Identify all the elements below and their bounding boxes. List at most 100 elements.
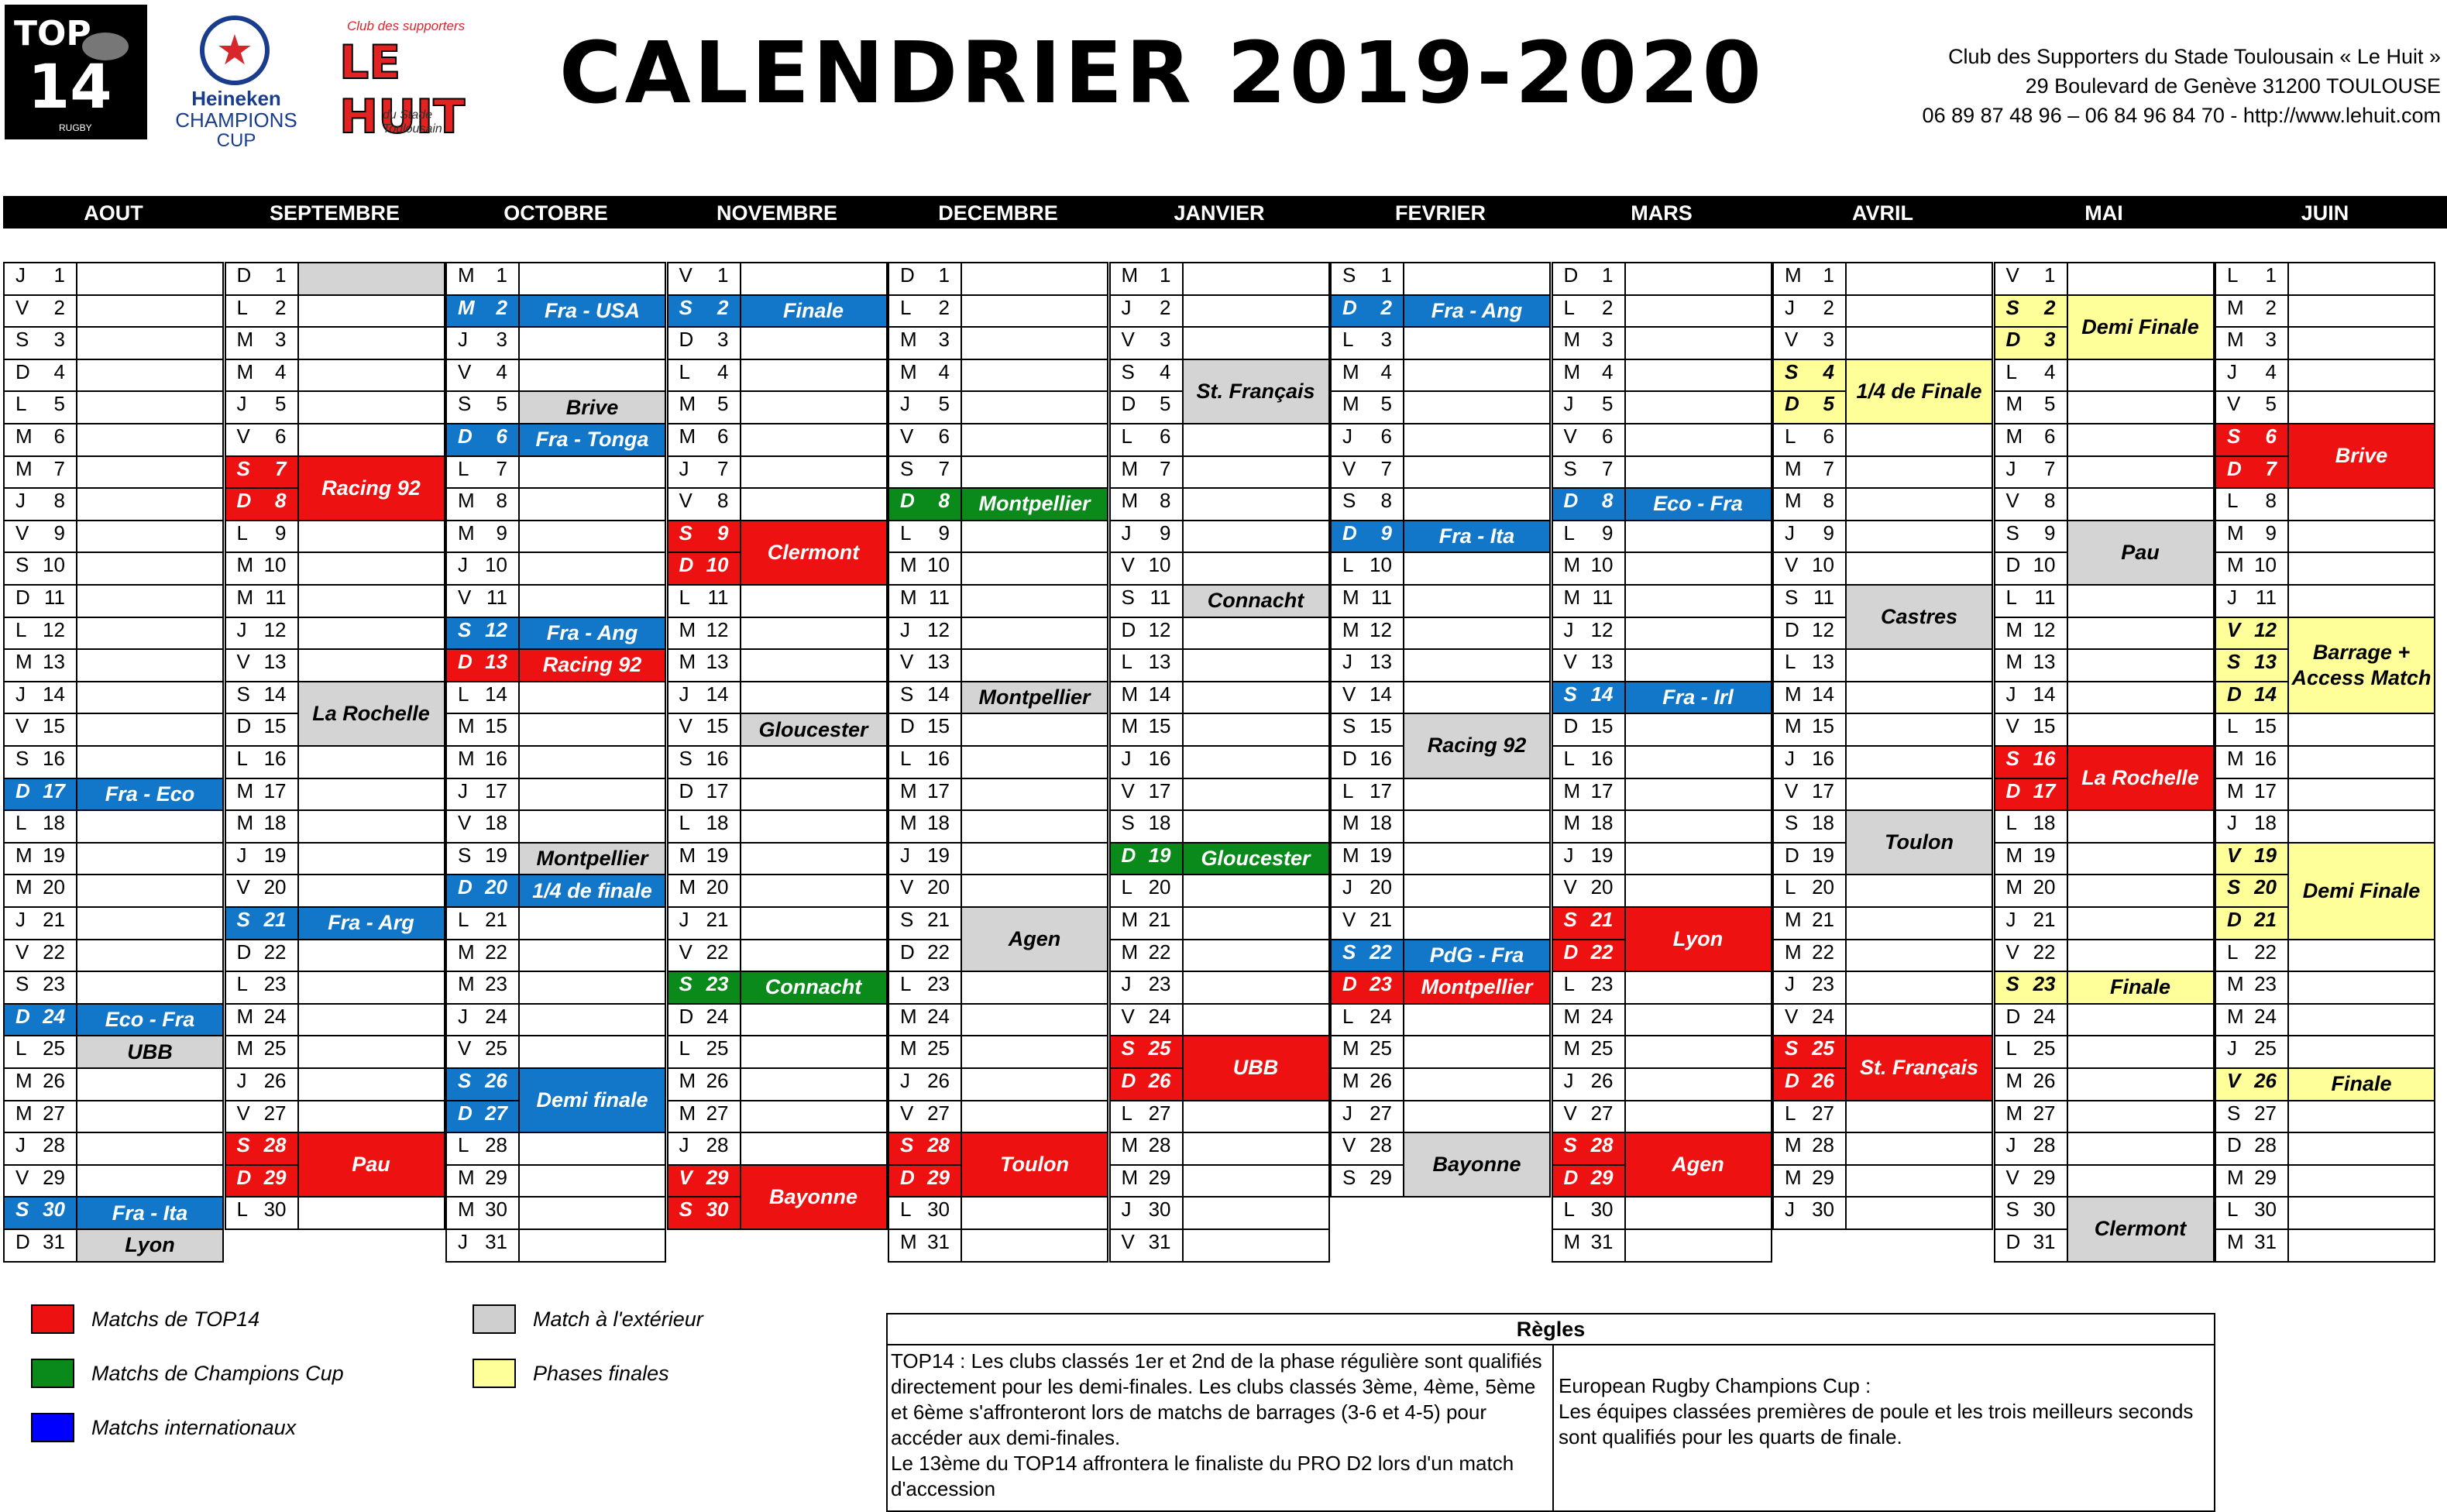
day-letter: S bbox=[15, 972, 29, 996]
event-cell-empty bbox=[518, 938, 666, 973]
event-cell-empty bbox=[961, 1067, 1108, 1101]
day-letter: J bbox=[15, 908, 26, 931]
day-cell: D 22 bbox=[1551, 938, 1626, 973]
day-number: 19 bbox=[1812, 843, 1834, 867]
day-letter: S bbox=[900, 456, 914, 480]
day-number: 24 bbox=[1370, 1004, 1392, 1028]
event-cell-empty bbox=[1624, 1196, 1772, 1230]
day-letter: S bbox=[1342, 940, 1356, 964]
legend-exterieur: Match à l'extérieur bbox=[473, 1304, 703, 1334]
day-cell: V 17 bbox=[1108, 777, 1184, 812]
day-number: 9 bbox=[1823, 521, 1834, 545]
day-number: 10 bbox=[43, 553, 65, 577]
day-cell: M 18 bbox=[1551, 809, 1626, 844]
day-letter: V bbox=[458, 586, 472, 609]
day-letter: M bbox=[1121, 263, 1139, 287]
day-letter: V bbox=[15, 521, 29, 545]
day-number: 29 bbox=[706, 1165, 729, 1189]
day-number: 5 bbox=[938, 392, 950, 416]
event-cell-empty bbox=[518, 519, 666, 554]
day-cell: V 22 bbox=[666, 938, 741, 973]
day-letter: S bbox=[2227, 1101, 2241, 1125]
event-cell-empty bbox=[2066, 487, 2215, 521]
event-cell-empty bbox=[297, 938, 445, 973]
day-number: 22 bbox=[43, 940, 65, 964]
day-number: 17 bbox=[485, 778, 507, 802]
day-letter: M bbox=[1563, 1036, 1581, 1060]
day-letter: J bbox=[1121, 521, 1132, 545]
match-event: Fra - USA bbox=[518, 294, 666, 328]
day-letter: M bbox=[2005, 843, 2023, 867]
day-cell: S 27 bbox=[2215, 1099, 2289, 1134]
day-number: 21 bbox=[1812, 908, 1834, 931]
day-number: 30 bbox=[43, 1198, 65, 1222]
day-letter: V bbox=[1785, 778, 1799, 802]
day-cell: V 29 bbox=[3, 1163, 77, 1198]
event-cell-empty bbox=[2287, 777, 2435, 812]
day-number: 30 bbox=[2254, 1198, 2277, 1222]
day-letter: S bbox=[458, 617, 472, 641]
day-letter: S bbox=[15, 1198, 29, 1222]
day-letter: M bbox=[458, 714, 475, 738]
event-cell-empty bbox=[297, 971, 445, 1005]
event-cell-empty bbox=[2287, 1228, 2435, 1263]
event-cell-empty bbox=[2287, 1196, 2435, 1230]
day-letter: S bbox=[1563, 456, 1577, 480]
event-cell-empty bbox=[1403, 874, 1551, 908]
day-cell: D 22 bbox=[224, 938, 299, 973]
day-cell: J 28 bbox=[1993, 1132, 2068, 1166]
match-event: 1/4 de Finale bbox=[1845, 358, 1993, 424]
day-number: 16 bbox=[1812, 747, 1834, 770]
day-cell: S 14 bbox=[224, 680, 299, 715]
day-cell: M 27 bbox=[666, 1099, 741, 1134]
day-letter: J bbox=[2227, 811, 2237, 835]
day-letter: V bbox=[15, 940, 29, 964]
day-letter: S bbox=[2005, 1198, 2019, 1222]
day-number: 14 bbox=[1590, 682, 1614, 706]
day-cell: M 24 bbox=[2215, 1002, 2289, 1037]
day-cell: M 10 bbox=[224, 552, 299, 586]
day-number: 28 bbox=[927, 1133, 950, 1157]
day-number: 20 bbox=[2254, 875, 2277, 899]
match-event: Fra - Ita bbox=[76, 1196, 224, 1230]
day-number: 14 bbox=[1812, 682, 1834, 706]
day-cell: V 28 bbox=[1330, 1132, 1404, 1166]
day-number: 16 bbox=[2254, 747, 2277, 770]
day-number: 3 bbox=[1823, 328, 1834, 352]
day-letter: S bbox=[900, 908, 914, 931]
day-number: 17 bbox=[927, 778, 950, 802]
day-number: 25 bbox=[485, 1036, 507, 1060]
event-cell-empty bbox=[2287, 745, 2435, 779]
day-letter: D bbox=[458, 875, 473, 899]
day-letter: L bbox=[458, 1133, 469, 1157]
day-letter: V bbox=[15, 295, 29, 319]
event-cell-empty bbox=[1845, 1132, 1993, 1166]
day-number: 5 bbox=[275, 392, 287, 416]
day-letter: S bbox=[679, 747, 693, 770]
day-letter: V bbox=[2005, 263, 2019, 287]
day-number: 18 bbox=[927, 811, 950, 835]
day-number: 8 bbox=[53, 489, 65, 513]
day-letter: L bbox=[2005, 359, 2017, 383]
event-cell-empty bbox=[1624, 971, 1772, 1005]
day-letter: M bbox=[236, 359, 254, 383]
day-number: 26 bbox=[485, 1069, 507, 1092]
event-cell-empty bbox=[1624, 358, 1772, 393]
day-letter: V bbox=[900, 650, 914, 674]
event-cell-empty bbox=[1845, 777, 1993, 812]
rules-box: Règles TOP14 : Les clubs classés 1er et … bbox=[886, 1313, 2215, 1512]
day-letter: S bbox=[1342, 263, 1356, 287]
day-letter: M bbox=[15, 1069, 33, 1092]
event-cell-empty bbox=[2066, 1132, 2215, 1166]
day-number: 23 bbox=[1370, 972, 1392, 996]
day-number: 8 bbox=[2044, 489, 2056, 513]
